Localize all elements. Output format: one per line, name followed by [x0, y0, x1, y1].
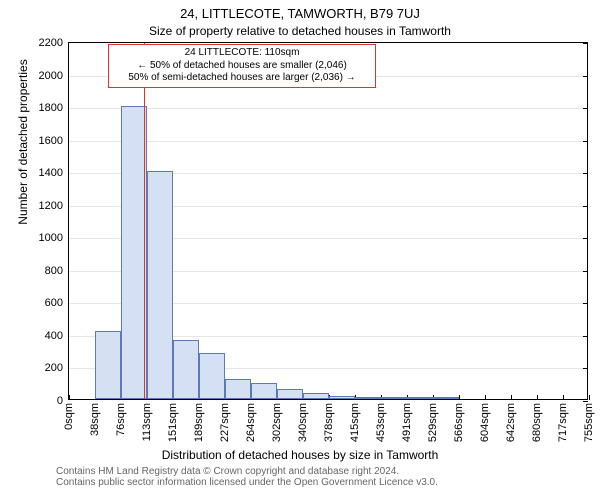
y-tick-label: 2200	[39, 37, 69, 49]
x-tick-label: 491sqm	[401, 399, 413, 442]
histogram-bar	[303, 393, 328, 400]
histogram-bar	[173, 340, 198, 399]
x-tick-label: 604sqm	[479, 399, 491, 442]
histogram-bar	[199, 353, 224, 399]
x-tick-label: 113sqm	[141, 399, 153, 441]
histogram-bar	[225, 379, 250, 399]
x-tick-label: 227sqm	[219, 399, 231, 442]
x-tick-label: 717sqm	[557, 399, 569, 442]
histogram-bar	[95, 331, 120, 399]
y-tick-label: 2000	[39, 70, 69, 82]
chart-container: 24, LITTLECOTE, TAMWORTH, B79 7UJ Size o…	[0, 0, 600, 500]
title-line-1: 24, LITTLECOTE, TAMWORTH, B79 7UJ	[0, 6, 600, 21]
x-tick-label: 302sqm	[271, 399, 283, 442]
footer-attribution: Contains HM Land Registry data © Crown c…	[56, 466, 438, 488]
y-tick-label: 800	[45, 265, 69, 277]
y-tick-label: 200	[45, 362, 69, 374]
y-tick-label: 1400	[39, 167, 69, 179]
histogram-bar	[147, 171, 172, 399]
histogram-bar	[277, 389, 302, 399]
annotation-line-2: ← 50% of detached houses are smaller (2,…	[115, 60, 369, 73]
x-tick-label: 566sqm	[453, 399, 465, 442]
x-axis-label: Distribution of detached houses by size …	[0, 448, 600, 462]
property-marker-line	[144, 43, 145, 399]
x-tick-label: 453sqm	[375, 399, 387, 442]
y-axis-label: Number of detached properties	[16, 0, 30, 321]
x-tick-label: 76sqm	[115, 399, 127, 436]
histogram-bar	[355, 397, 380, 399]
annotation-line-3: 50% of semi-detached houses are larger (…	[115, 72, 369, 85]
x-tick-label: 38sqm	[89, 399, 101, 436]
x-tick-label: 264sqm	[245, 399, 257, 442]
histogram-bar	[121, 106, 146, 399]
y-tick-label: 400	[45, 330, 69, 342]
x-tick-label: 755sqm	[583, 399, 595, 442]
x-tick-label: 680sqm	[531, 399, 543, 442]
x-tick-label: 151sqm	[167, 399, 179, 442]
histogram-bar	[407, 397, 432, 399]
y-tick-label: 1600	[39, 135, 69, 147]
histogram-bar	[251, 383, 276, 399]
x-tick-label: 340sqm	[297, 399, 309, 442]
annotation-line-1: 24 LITTLECOTE: 110sqm	[115, 47, 369, 60]
y-tick-label: 1800	[39, 102, 69, 114]
x-tick-label: 189sqm	[193, 399, 205, 442]
histogram-bar	[329, 396, 354, 399]
plot-area: 0200400600800100012001400160018002000220…	[68, 42, 588, 400]
x-tick-label: 529sqm	[427, 399, 439, 442]
y-tick-label: 1000	[39, 232, 69, 244]
annotation-box: 24 LITTLECOTE: 110sqm ← 50% of detached …	[108, 44, 376, 88]
footer-line-1: Contains HM Land Registry data © Crown c…	[56, 466, 438, 477]
y-tick-label: 600	[45, 297, 69, 309]
x-tick-label: 0sqm	[63, 399, 75, 430]
histogram-bar	[433, 397, 458, 399]
footer-line-2: Contains public sector information licen…	[56, 477, 438, 488]
histogram-bar	[381, 397, 406, 399]
x-tick-label: 642sqm	[505, 399, 517, 442]
title-line-2: Size of property relative to detached ho…	[0, 24, 600, 38]
x-tick-label: 415sqm	[349, 399, 361, 442]
y-tick-label: 1200	[39, 200, 69, 212]
x-tick-label: 378sqm	[323, 399, 335, 442]
